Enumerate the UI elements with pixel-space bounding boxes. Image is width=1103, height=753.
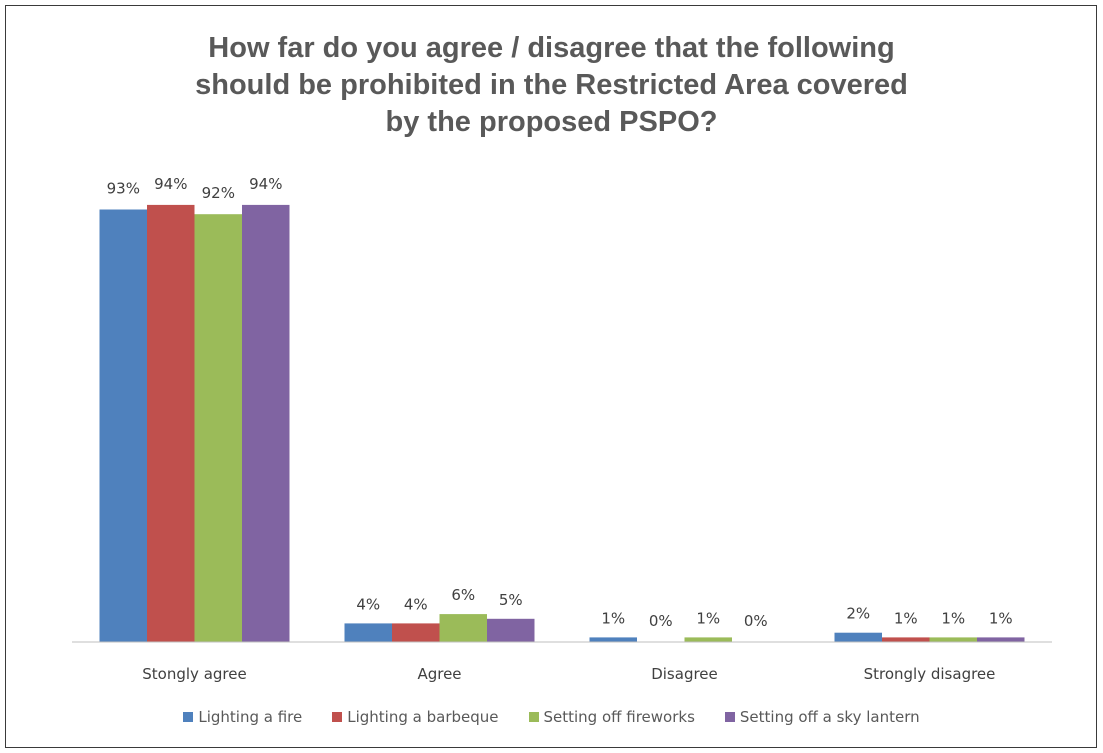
legend-swatch-setting-off-fireworks: [528, 712, 539, 722]
bar-lighting-a-fire-strongly-disagree: [834, 632, 882, 642]
value-label-setting-off-fireworks-strongly-disagree: 1%: [941, 609, 965, 627]
category-label-strongly-disagree: Strongly disagree: [864, 665, 996, 683]
legend-label-setting-off-a-sky-lantern: Setting off a sky lantern: [739, 708, 920, 726]
bar-setting-off-fireworks-disagree: [684, 637, 732, 643]
bar-setting-off-a-sky-lantern-strongly-disagree: [977, 637, 1025, 643]
legend-item-setting-off-a-sky-lantern: Setting off a sky lantern: [724, 708, 920, 726]
bar-setting-off-fireworks-strongly-disagree: [929, 637, 977, 643]
bar-setting-off-fireworks-stongly-agree: [194, 214, 242, 642]
value-label-lighting-a-fire-agree: 4%: [356, 595, 380, 613]
value-label-lighting-a-fire-stongly-agree: 93%: [107, 180, 140, 198]
value-label-setting-off-fireworks-disagree: 1%: [696, 609, 720, 627]
value-label-setting-off-a-sky-lantern-strongly-disagree: 1%: [989, 609, 1013, 627]
value-label-setting-off-fireworks-stongly-agree: 92%: [202, 184, 235, 202]
bar-lighting-a-fire-stongly-agree: [99, 209, 147, 642]
bar-setting-off-fireworks-agree: [439, 614, 487, 642]
legend-label-lighting-a-fire: Lighting a fire: [198, 708, 303, 726]
chart-title-line-2: should be prohibited in the Restricted A…: [195, 69, 908, 101]
bar-setting-off-a-sky-lantern-stongly-agree: [242, 204, 290, 642]
bars-group: [99, 204, 1025, 643]
bar-lighting-a-fire-disagree: [589, 637, 637, 643]
category-labels-group: Stongly agree Agree Disagree Strongly disag…: [142, 665, 995, 683]
value-label-lighting-a-barbeque-disagree: 0%: [649, 612, 673, 630]
chart-title-line-3: by the proposed PSPO?: [385, 106, 718, 138]
value-label-lighting-a-barbeque-agree: 4%: [404, 595, 428, 613]
category-label-stongly-agree: Stongly agree: [142, 665, 246, 683]
legend-item-lighting-a-barbeque: Lighting a barbeque: [332, 708, 499, 726]
bar-lighting-a-fire-agree: [344, 623, 392, 642]
category-label-agree: Agree: [417, 665, 461, 683]
chart-title-line-1: How far do you agree / disagree that the…: [208, 32, 895, 64]
legend: Lighting a fire Lighting a barbeque Sett…: [0, 708, 1103, 726]
legend-item-setting-off-fireworks: Setting off fireworks: [528, 708, 695, 726]
bar-lighting-a-barbeque-strongly-disagree: [882, 637, 930, 643]
chart-title: How far do you agree / disagree that the…: [0, 30, 1103, 141]
bar-setting-off-a-sky-lantern-agree: [487, 618, 535, 643]
legend-label-lighting-a-barbeque: Lighting a barbeque: [347, 708, 499, 726]
value-label-setting-off-fireworks-agree: 6%: [451, 586, 475, 604]
legend-item-lighting-a-fire: Lighting a fire: [183, 708, 302, 726]
bar-lighting-a-barbeque-agree: [392, 623, 440, 642]
value-labels-group: 93% 94% 92% 94% 4% 4% 6% 5% 1% 0% 1% 0% 2% 1% 1% 1%: [107, 175, 1013, 630]
bar-lighting-a-barbeque-stongly-agree: [147, 204, 195, 642]
value-label-setting-off-a-sky-lantern-agree: 5%: [499, 591, 523, 609]
legend-swatch-setting-off-a-sky-lantern: [724, 712, 735, 722]
bar-chart: 93% 94% 92% 94% 4% 4% 6% 5% 1% 0% 1% 0% 2% 1% 1% 1% Sto…: [72, 175, 1052, 683]
value-label-lighting-a-barbeque-stongly-agree: 94%: [154, 175, 187, 193]
legend-label-setting-off-fireworks: Setting off fireworks: [543, 708, 695, 726]
category-label-disagree: Disagree: [651, 665, 718, 683]
legend-swatch-lighting-a-barbeque: [332, 712, 343, 722]
value-label-lighting-a-barbeque-strongly-disagree: 1%: [894, 609, 918, 627]
value-label-lighting-a-fire-strongly-disagree: 2%: [846, 605, 870, 623]
value-label-setting-off-a-sky-lantern-disagree: 0%: [744, 612, 768, 630]
value-label-lighting-a-fire-disagree: 1%: [601, 609, 625, 627]
legend-swatch-lighting-a-fire: [183, 712, 194, 722]
value-label-setting-off-a-sky-lantern-stongly-agree: 94%: [249, 175, 282, 193]
